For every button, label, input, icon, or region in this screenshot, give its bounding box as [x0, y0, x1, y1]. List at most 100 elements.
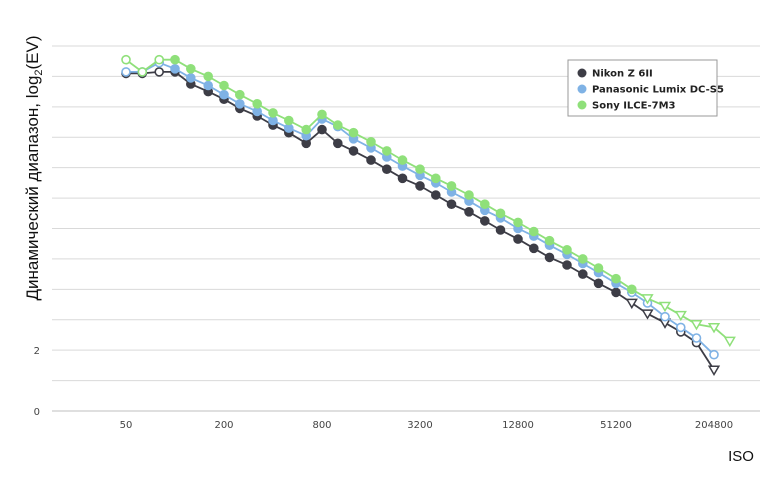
data-point: [170, 54, 180, 65]
data-point: [674, 310, 687, 322]
data-point: [611, 287, 621, 298]
data-point: [446, 181, 457, 191]
data-point: [415, 181, 425, 191]
data-point: [611, 273, 621, 284]
data-point: [397, 155, 408, 165]
data-point: [625, 298, 638, 310]
data-point: [723, 336, 736, 348]
data-point: [464, 207, 474, 217]
legend-box: [567, 59, 718, 117]
legend: Nikon Z 6II Panasonic Lumix DC-S5 Sony ILC…: [567, 59, 724, 117]
y-tick-labels: 02: [34, 346, 40, 418]
y-tick-label: 2: [34, 346, 40, 357]
data-point: [170, 64, 180, 74]
data-point: [544, 235, 555, 246]
series-line: [126, 71, 715, 371]
data-point: [137, 67, 148, 77]
grid-lines: [52, 45, 760, 412]
data-point: [528, 226, 539, 237]
y-axis-label-main: Динамический диапазон, log: [23, 76, 42, 301]
data-point: [577, 254, 588, 264]
legend-label: Nikon Z 6II: [592, 69, 653, 80]
data-point: [366, 155, 376, 165]
x-tick-label: 3200: [407, 420, 432, 431]
data-point: [660, 311, 670, 322]
data-point: [544, 252, 555, 263]
x-axis-label: ISO: [728, 448, 754, 465]
x-tick-label: 12800: [502, 420, 534, 431]
x-tick-label: 204800: [695, 420, 733, 431]
y-axis-label-sub: 2: [33, 69, 45, 75]
legend-marker: [577, 68, 587, 78]
data-point: [626, 284, 637, 295]
data-point: [430, 190, 441, 200]
data-point: [381, 146, 392, 156]
data-point: [348, 146, 359, 156]
data-point: [121, 67, 131, 77]
data-point: [709, 349, 719, 360]
data-point: [317, 109, 327, 120]
legend-label: Sony ILCE-7M3: [592, 101, 676, 112]
data-point: [219, 89, 229, 100]
data-point: [464, 190, 474, 200]
data-point: [317, 124, 327, 135]
data-point: [691, 333, 702, 343]
data-point: [690, 319, 703, 331]
data-point: [495, 208, 506, 219]
legend-marker: [577, 84, 587, 94]
data-point: [268, 108, 278, 118]
data-point: [252, 99, 263, 109]
y-tick-label: 0: [34, 407, 40, 418]
data-point: [203, 80, 214, 91]
data-point: [707, 323, 721, 334]
data-point: [479, 216, 490, 226]
data-point: [675, 322, 686, 333]
data-point: [381, 164, 392, 175]
data-point: [397, 173, 408, 184]
series-2: [121, 54, 736, 348]
x-tick-label: 50: [120, 420, 133, 431]
data-point: [562, 245, 572, 255]
data-point: [348, 127, 359, 138]
data-point: [479, 199, 490, 210]
data-point: [593, 263, 604, 273]
data-point: [283, 115, 294, 126]
x-tick-label: 200: [214, 420, 233, 431]
data-point: [235, 89, 245, 100]
data-point: [446, 199, 457, 210]
data-point: [121, 54, 131, 65]
data-point: [366, 137, 376, 147]
data-point: [513, 217, 523, 228]
data-point: [203, 71, 214, 82]
data-point: [415, 164, 425, 175]
data-point: [577, 269, 588, 279]
legend-label: Panasonic Lumix DC-S5: [592, 85, 724, 96]
x-tick-label: 800: [312, 420, 331, 431]
data-point: [235, 99, 245, 109]
data-point: [332, 138, 343, 149]
data-point: [641, 309, 654, 320]
x-tick-labels: 50 200 800 3200 12800 51200 204800: [120, 420, 733, 431]
data-point: [186, 73, 196, 83]
data-point: [495, 225, 506, 235]
y-axis-label: Динамический диапазон, log2(EV): [23, 35, 45, 300]
data-point: [593, 278, 604, 289]
data-point: [528, 243, 539, 254]
data-point: [219, 80, 229, 91]
data-point: [186, 64, 196, 74]
data-point: [707, 365, 721, 376]
data-point: [513, 234, 523, 244]
data-point: [154, 54, 164, 65]
data-point: [332, 120, 343, 130]
data-point: [641, 294, 654, 305]
data-point: [301, 124, 312, 135]
data-point: [562, 260, 572, 270]
legend-marker: [577, 100, 587, 110]
series-layer: [121, 54, 736, 376]
data-point: [430, 173, 441, 184]
data-point: [658, 301, 672, 313]
data-point: [154, 67, 164, 77]
x-tick-label: 51200: [600, 420, 632, 431]
y-axis-label-unit: (EV): [23, 35, 42, 69]
